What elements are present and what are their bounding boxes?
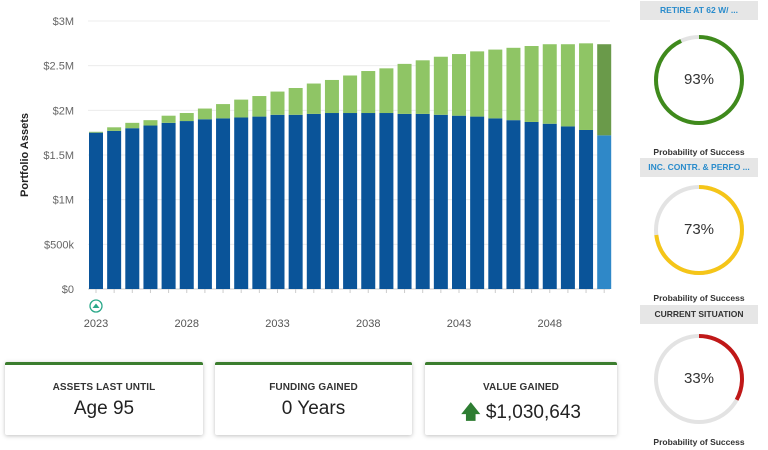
bar-gain[interactable] <box>324 79 339 114</box>
bar-base-assets[interactable] <box>506 120 521 289</box>
success-gauge <box>654 35 744 125</box>
bar-base-assets[interactable] <box>107 130 122 289</box>
bar-base-assets[interactable] <box>125 128 140 289</box>
bar-base-assets[interactable] <box>379 113 394 289</box>
bar-gain[interactable] <box>397 63 412 114</box>
y-tick-label: $1M <box>53 195 74 207</box>
bar-base-assets[interactable] <box>270 114 285 289</box>
funding-gained-card: FUNDING GAINED 0 Years <box>215 362 412 435</box>
gauge-percent: 73% <box>683 221 715 238</box>
bar-gain[interactable] <box>288 88 303 115</box>
bar-base-assets[interactable] <box>179 121 194 289</box>
bar-gain[interactable] <box>597 44 612 136</box>
success-gauge <box>654 334 744 424</box>
card-label: FUNDING GAINED <box>269 382 358 393</box>
bar-gain[interactable] <box>107 127 122 131</box>
bar-base-assets[interactable] <box>542 123 557 289</box>
bar-base-assets[interactable] <box>579 129 594 289</box>
bar-gain[interactable] <box>161 115 176 123</box>
bar-gain[interactable] <box>143 120 158 126</box>
bar-gain[interactable] <box>179 113 194 122</box>
bar-gain[interactable] <box>343 75 358 114</box>
bar-gain[interactable] <box>488 49 503 119</box>
gauge-caption: Probability of Success <box>653 293 745 303</box>
card-value: 0 Years <box>281 398 346 419</box>
x-tick-label: 2048 <box>538 318 562 330</box>
bar-base-assets[interactable] <box>470 116 485 289</box>
bar-base-assets[interactable] <box>433 114 448 289</box>
bar-base-assets[interactable] <box>524 121 539 290</box>
bar-base-assets[interactable] <box>343 113 358 289</box>
bar-gain[interactable] <box>361 71 376 114</box>
bar-base-assets[interactable] <box>252 116 267 289</box>
retirement-icon[interactable] <box>89 299 103 313</box>
bar-base-assets[interactable] <box>143 125 158 290</box>
bar-gain[interactable] <box>270 91 285 115</box>
y-tick-label: $2.5M <box>43 61 74 73</box>
bar-base-assets[interactable] <box>452 115 466 290</box>
bar-gain[interactable] <box>125 122 140 129</box>
bar-gain[interactable] <box>379 68 394 114</box>
bar-gain[interactable] <box>252 96 267 117</box>
bar-gain[interactable] <box>470 51 485 117</box>
bar-base-assets[interactable] <box>488 118 503 289</box>
x-tick-label: 2033 <box>265 318 289 330</box>
y-tick-label: $2M <box>53 105 74 117</box>
bar-base-assets[interactable] <box>361 113 376 289</box>
y-tick-label: $1.5M <box>43 150 74 162</box>
scenario-tab-retire-at-62[interactable]: RETIRE AT 62 W/ ... <box>640 1 758 20</box>
y-tick-label: $0 <box>62 284 74 296</box>
bar-base-assets[interactable] <box>288 114 303 289</box>
bar-base-assets[interactable] <box>234 117 249 289</box>
bar-gain[interactable] <box>197 108 212 120</box>
bar-base-assets[interactable] <box>397 113 412 289</box>
bar-gain[interactable] <box>452 54 466 116</box>
bar-gain[interactable] <box>542 44 557 124</box>
bar-base-assets[interactable] <box>415 113 430 289</box>
bar-gain[interactable] <box>234 99 249 118</box>
gauge-percent: 93% <box>683 71 715 88</box>
bar-base-assets[interactable] <box>216 118 231 289</box>
bar-gain[interactable] <box>306 83 321 114</box>
gauge-fill <box>654 334 744 424</box>
success-gauge <box>654 185 744 275</box>
arrow-up-icon: 🡅 <box>461 402 481 423</box>
value-gained-card: VALUE GAINED 🡅 $1,030,643 <box>425 362 617 435</box>
y-tick-label: $3M <box>53 16 74 28</box>
bar-base-assets[interactable] <box>306 113 321 289</box>
gauge-fill <box>654 35 744 125</box>
bar-base-assets[interactable] <box>324 113 339 289</box>
bar-base-assets[interactable] <box>89 132 103 289</box>
gauge-fill <box>654 185 744 275</box>
x-tick-label: 2023 <box>84 318 108 330</box>
x-tick-label: 2038 <box>356 318 380 330</box>
bar-gain[interactable] <box>89 131 103 133</box>
y-tick-label: $500k <box>44 239 74 251</box>
portfolio-assets-chart: Portfolio Assets $0 $500k $1M $1.5M $2M $2.5M… <box>19 16 612 330</box>
bar-gain[interactable] <box>524 46 539 122</box>
gauge-percent: 33% <box>683 370 715 387</box>
x-tick-label: 2043 <box>447 318 471 330</box>
bar-base-assets[interactable] <box>197 119 212 290</box>
y-axis-label: Portfolio Assets <box>19 113 31 197</box>
x-tick-label: 2028 <box>175 318 199 330</box>
scenario-tab-inc-contr[interactable]: INC. CONTR. & PERFO ... <box>640 158 758 177</box>
bar-base-assets[interactable] <box>597 135 612 289</box>
bar-gain[interactable] <box>579 43 594 130</box>
bar-base-assets[interactable] <box>560 126 575 289</box>
scenario-tab-current-situation[interactable]: CURRENT SITUATION <box>640 305 758 324</box>
bar-base-assets[interactable] <box>161 122 176 289</box>
bar-gain[interactable] <box>433 56 448 115</box>
gauge-caption: Probability of Success <box>653 147 745 157</box>
card-label: VALUE GAINED <box>482 382 560 393</box>
bar-gain[interactable] <box>216 104 231 119</box>
card-label: ASSETS LAST UNTIL <box>52 382 156 393</box>
bar-gain[interactable] <box>415 60 430 114</box>
bar-gain[interactable] <box>560 44 575 127</box>
bar-gain[interactable] <box>506 47 521 121</box>
card-value: Age 95 <box>73 398 135 419</box>
gauge-caption: Probability of Success <box>653 437 745 447</box>
assets-last-until-card: ASSETS LAST UNTIL Age 95 <box>5 362 203 435</box>
card-value: $1,030,643 <box>485 402 581 423</box>
